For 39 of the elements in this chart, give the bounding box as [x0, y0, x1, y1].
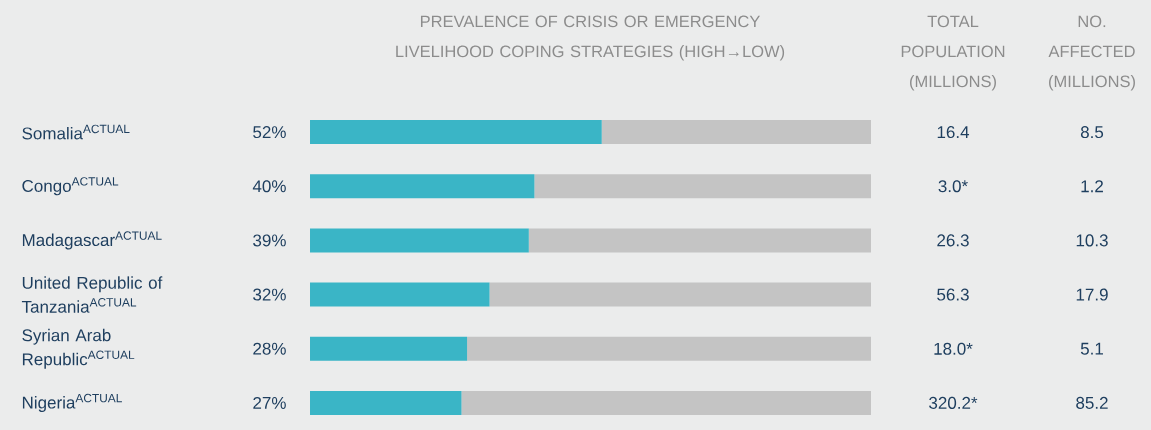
text: 320.2* — [929, 396, 978, 409]
data-label: 32% — [253, 288, 286, 301]
bar — [528, 228, 871, 253]
y-tick-label: Somalia$^{ACTUAL}$ — [22, 124, 130, 140]
bar — [461, 390, 871, 415]
bar — [310, 282, 490, 307]
text: 5.1 — [1080, 342, 1103, 355]
y-tick-label: Madagascar$^{ACTUAL}$ — [22, 231, 162, 250]
bar — [310, 120, 602, 145]
y-tick-label: Congo$^{ACTUAL}$ — [22, 177, 119, 196]
y-tick-label: Nigeria$^{ACTUAL}$ — [22, 393, 122, 412]
data-label: 39% — [253, 234, 286, 247]
bar — [601, 120, 871, 145]
chart-title: PREVALENCE OF CRISIS OR EMERGENCY LIVELIHOOD COPING STRATEGIES (HIGH→LOW) — [396, 15, 785, 61]
text: 17.9 — [1076, 288, 1108, 301]
y-tick-label: United Republic of Tanzania$^{ACTUAL}$ — [21, 276, 163, 313]
y-tick-label: Syrian Arab Republic$^{ACTUAL}$ — [22, 328, 135, 369]
text: NO. AFFECTED (MILLIONS) — [1048, 15, 1135, 91]
bar — [310, 228, 529, 253]
bar — [310, 336, 468, 361]
bar — [310, 174, 535, 199]
text: TOTAL POPULATION (MILLIONS) — [901, 15, 1005, 91]
text: 85.2 — [1076, 396, 1108, 409]
data-label: 40% — [252, 180, 286, 193]
bar — [489, 282, 871, 307]
bar — [310, 390, 462, 415]
text: 18.0* — [934, 342, 973, 355]
text: 56.3 — [937, 288, 969, 301]
text: 8.5 — [1080, 126, 1104, 139]
text: 26.3 — [937, 234, 969, 247]
text: 16.4 — [937, 126, 970, 139]
bar — [534, 174, 871, 199]
text: 10.3 — [1076, 234, 1108, 247]
bar — [467, 336, 871, 361]
data-label: 27% — [253, 396, 286, 409]
data-label: 28% — [253, 342, 286, 355]
text: 3.0* — [938, 180, 968, 193]
text: 1.2 — [1081, 180, 1103, 193]
data-label: 52% — [253, 126, 286, 139]
